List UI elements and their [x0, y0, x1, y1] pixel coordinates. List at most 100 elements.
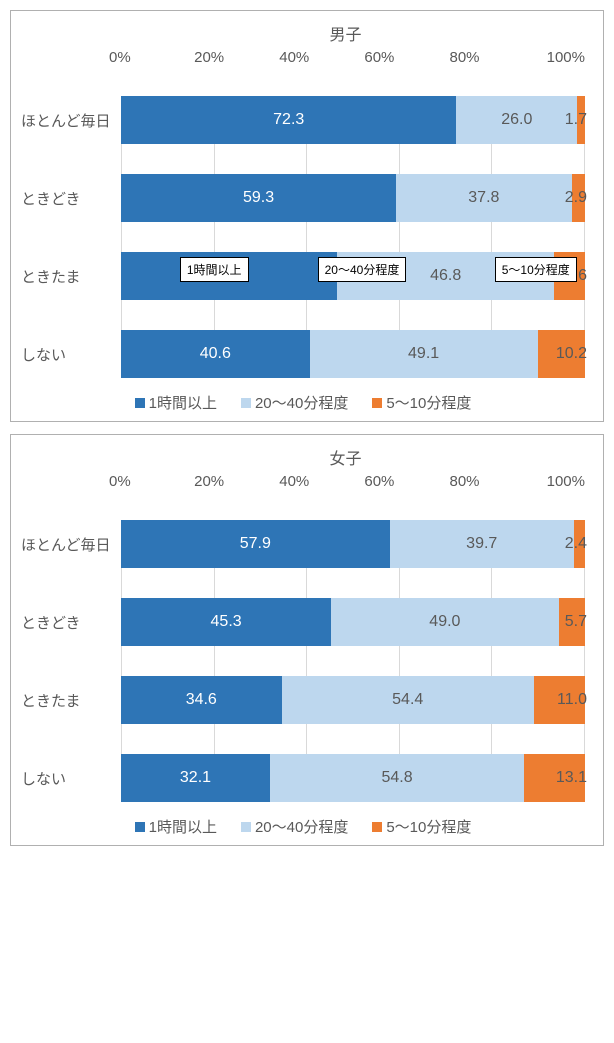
bar-value: 49.0	[429, 613, 460, 631]
bar-value: 32.1	[180, 769, 211, 787]
bar-value: 2.9	[565, 189, 587, 207]
bar-row: ときどき 45.3 49.0 5.7	[21, 598, 585, 646]
bar-value: 72.3	[273, 111, 304, 129]
bar-value: 46.5	[213, 267, 244, 285]
bar-segment: 59.3	[121, 174, 396, 222]
bar-value: 1.7	[565, 111, 587, 129]
stacked-bar: 45.3 49.0 5.7	[121, 598, 585, 646]
category-label: しない	[21, 344, 121, 365]
plot-area: ほとんど毎日72.326.01.7ときどき59.337.82.9ときたま46.5…	[21, 96, 585, 378]
bar-value: 45.3	[211, 613, 242, 631]
axis-tick: 80%	[450, 49, 535, 66]
legend-label: 5～10分程度	[386, 392, 471, 413]
legend-swatch	[372, 398, 382, 408]
bar-value: 57.9	[240, 535, 271, 553]
legend-item: 1時間以上	[135, 392, 217, 413]
legend-item: 20～40分程度	[241, 816, 348, 837]
axis-tick: 0%	[109, 473, 194, 490]
bar-row: ほとんど毎日 57.9 39.7 2.4	[21, 520, 585, 568]
category-label: ときどき	[21, 188, 121, 209]
bar-row: ほとんど毎日 72.3 26.01.7	[21, 96, 585, 144]
plot-area: ほとんど毎日57.939.72.4ときどき45.349.05.7ときたま34.6…	[21, 520, 585, 802]
stacked-bar: 32.1 54.8 13.1	[121, 754, 585, 802]
legend-label: 1時間以上	[149, 392, 217, 413]
bar-segment: 2.9	[572, 174, 585, 222]
axis-tick: 20%	[194, 473, 279, 490]
category-label: ほとんど毎日	[21, 534, 121, 555]
legend-swatch	[135, 398, 145, 408]
bar-value: 13.1	[556, 769, 587, 787]
bar-segment: 49.1	[310, 330, 538, 378]
bar-value: 2.4	[565, 535, 587, 553]
bar-row: しない 40.6 49.1 10.2	[21, 330, 585, 378]
bar-segment: 34.6	[121, 676, 282, 724]
legend: 1時間以上 20～40分程度 5～10分程度	[21, 392, 585, 413]
chart-title: 女子	[106, 445, 585, 469]
bar-segment: 6.6	[554, 252, 585, 300]
legend-label: 1時間以上	[149, 816, 217, 837]
axis-tick: 20%	[194, 49, 279, 66]
legend-swatch	[241, 822, 251, 832]
chart-title: 男子	[106, 21, 585, 45]
bar-segment: 54.8	[270, 754, 524, 802]
bar-segment: 46.8	[337, 252, 554, 300]
bar-value: 39.7	[466, 535, 497, 553]
bar-segment: 13.1	[524, 754, 585, 802]
bar-segment: 54.4	[282, 676, 534, 724]
bar-segment: 11.0	[534, 676, 585, 724]
bar-value: 34.6	[186, 691, 217, 709]
legend-swatch	[372, 822, 382, 832]
bar-segment: 72.3	[121, 96, 456, 144]
legend-label: 20～40分程度	[255, 392, 348, 413]
axis-tick: 100%	[547, 473, 585, 490]
bar-value: 46.8	[430, 267, 461, 285]
bar-value: 10.2	[556, 345, 587, 363]
bar-row: ときたま46.546.86.6	[21, 252, 585, 300]
bar-value: 54.4	[392, 691, 423, 709]
category-label: ときたま	[21, 690, 121, 711]
stacked-bar: 40.6 49.1 10.2	[121, 330, 585, 378]
bar-row: ときどき 59.3 37.82.9	[21, 174, 585, 222]
bar-value: 11.0	[557, 691, 587, 709]
bar-segment: 37.8	[396, 174, 571, 222]
legend-item: 5～10分程度	[372, 392, 471, 413]
x-axis: 0%20%40%60%80%100%	[121, 473, 585, 490]
bar-value: 40.6	[200, 345, 231, 363]
bar-segment: 45.3	[121, 598, 331, 646]
bar-segment: 40.6	[121, 330, 310, 378]
stacked-bar: 46.5 46.8 6.6	[121, 252, 585, 300]
bar-segment: 1.7	[577, 96, 585, 144]
chart-panel: 男子 0%20%40%60%80% 100% ほとんど毎日 72.3 26.01.7 ときど…	[10, 10, 604, 422]
legend: 1時間以上 20～40分程度 5～10分程度	[21, 816, 585, 837]
axis-tick: 60%	[364, 49, 449, 66]
legend-label: 5～10分程度	[386, 816, 471, 837]
legend-swatch	[241, 398, 251, 408]
stacked-bar: 57.9 39.7 2.4	[121, 520, 585, 568]
legend-item: 5～10分程度	[372, 816, 471, 837]
axis-tick: 100%	[547, 49, 585, 66]
legend-item: 1時間以上	[135, 816, 217, 837]
bar-segment: 10.2	[538, 330, 585, 378]
category-label: ほとんど毎日	[21, 110, 121, 131]
axis-tick: 40%	[279, 49, 364, 66]
bar-row: ときたま 34.6 54.4 11.0	[21, 676, 585, 724]
stacked-bar: 34.6 54.4 11.0	[121, 676, 585, 724]
bar-value: 5.7	[565, 613, 587, 631]
bar-segment: 5.7	[559, 598, 585, 646]
axis-tick: 0%	[109, 49, 194, 66]
category-label: ときどき	[21, 612, 121, 633]
axis-tick: 60%	[364, 473, 449, 490]
bar-segment: 26.0	[456, 96, 577, 144]
stacked-bar: 59.3 37.82.9	[121, 174, 585, 222]
bar-segment: 39.7	[390, 520, 574, 568]
bar-row: しない 32.1 54.8 13.1	[21, 754, 585, 802]
stacked-bar: 72.3 26.01.7	[121, 96, 585, 144]
bar-value: 49.1	[408, 345, 439, 363]
bar-segment: 2.4	[574, 520, 585, 568]
category-label: しない	[21, 768, 121, 789]
bar-value: 59.3	[243, 189, 274, 207]
bar-segment: 49.0	[331, 598, 558, 646]
axis-tick: 80%	[450, 473, 535, 490]
bar-segment: 46.5	[121, 252, 337, 300]
legend-item: 20～40分程度	[241, 392, 348, 413]
